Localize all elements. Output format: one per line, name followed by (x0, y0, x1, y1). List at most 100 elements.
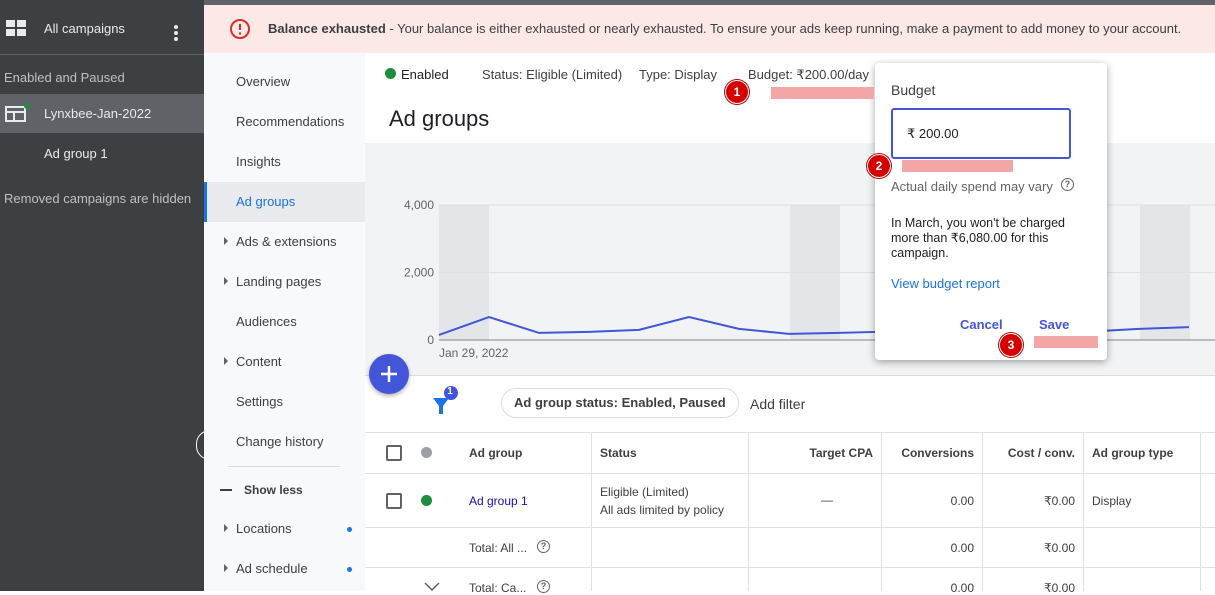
col-divider (1083, 432, 1084, 591)
status-detail: All ads limited by policy (600, 503, 725, 517)
dot (347, 567, 352, 572)
y-tick-label: 0 (427, 333, 434, 347)
highlight (771, 87, 874, 99)
nav-item[interactable]: Landing pages (236, 274, 322, 289)
nav-menu: Overview Recommendations Insights Ad gro… (204, 53, 365, 591)
column-header[interactable]: Conversions (901, 446, 974, 460)
nav-item[interactable]: Settings (236, 394, 283, 409)
step-marker: 1 (725, 80, 749, 104)
alert-text: - Your balance is either exhausted or ne… (389, 21, 1182, 36)
campaigns-icon (6, 20, 26, 36)
nav-item[interactable]: Overview (236, 74, 291, 89)
save-button[interactable]: Save (1039, 317, 1070, 332)
status: Eligible (Limited) (600, 485, 689, 499)
top-strip (204, 0, 1215, 5)
col-divider (982, 432, 983, 591)
budget-note: In March, you won't be charged more than… (891, 216, 1066, 260)
expand-chevron[interactable] (423, 580, 441, 591)
ad-group-type: Display (1092, 494, 1132, 508)
popup-title: Budget (891, 82, 936, 98)
highlight (902, 160, 1013, 172)
add-filter[interactable]: Add filter (750, 396, 806, 412)
nav-item[interactable]: Ad groups (236, 194, 296, 209)
column-header[interactable]: Status (600, 446, 637, 460)
alert-icon (230, 19, 250, 39)
cancel-button[interactable]: Cancel (960, 317, 1003, 332)
conversions: 0.00 (950, 494, 974, 508)
add-button[interactable] (369, 354, 409, 394)
filter-chip[interactable]: Ad group status: Enabled, Paused (501, 388, 739, 418)
divider (228, 466, 340, 467)
nav-item[interactable]: Audiences (236, 314, 297, 329)
target-cpa: — (821, 493, 833, 507)
row-divider (365, 527, 1215, 528)
budget-hint: Actual daily spend may vary (891, 179, 1053, 194)
nav-item[interactable]: Locations (236, 521, 292, 536)
x-tick-label: Jan 29, 2022 (439, 346, 509, 360)
select-all[interactable] (386, 445, 402, 461)
budget-report-link[interactable]: View budget report (891, 276, 1000, 291)
sidebar-title[interactable]: All campaigns (44, 21, 125, 36)
column-header[interactable]: Cost / conv. (1007, 446, 1075, 460)
divider (0, 54, 204, 55)
dot (347, 527, 352, 532)
page-title: Ad groups (389, 106, 490, 131)
total-label: Total: All ... (469, 541, 528, 555)
ad-group-name[interactable]: Ad group 1 (469, 494, 528, 508)
cost-per-conversion: ₹0.00 (1044, 494, 1075, 508)
selected-campaign[interactable] (0, 94, 204, 133)
expand-arrow (224, 357, 228, 365)
filter-bar: 1 Ad group status: Enabled, Paused Add f… (365, 375, 1215, 433)
col-divider (1200, 432, 1201, 591)
nav-item[interactable]: Content (236, 354, 282, 369)
nav-item[interactable]: Change history (236, 434, 324, 449)
minus-icon (220, 489, 232, 491)
column-header[interactable]: Ad group type (1092, 446, 1174, 460)
y-tick-label: 4,000 (404, 198, 434, 212)
more-menu[interactable] (172, 24, 180, 42)
ad-group-link[interactable]: Ad group 1 (44, 146, 108, 161)
help-icon[interactable]: ? (537, 580, 550, 593)
expand-arrow (224, 564, 228, 572)
expand-arrow (224, 277, 228, 285)
conversions: 0.00 (950, 541, 974, 555)
row-divider (365, 432, 1215, 433)
column-header[interactable]: Ad group (469, 446, 523, 460)
budget-value: ₹ 200.00 (907, 126, 959, 141)
nav-item[interactable]: Insights (236, 154, 281, 169)
help-icon[interactable]: ? (1061, 178, 1074, 191)
column-header[interactable]: Target CPA (809, 446, 873, 460)
nav-item[interactable]: Ads & extensions (236, 234, 337, 249)
ad-groups-table: Ad group Status Target CPA Conversions C… (365, 432, 1215, 595)
row-checkbox[interactable] (386, 493, 402, 509)
row-divider (365, 567, 1215, 568)
campaign-state[interactable]: Enabled (401, 67, 449, 82)
col-divider (591, 432, 592, 591)
nav-selected (204, 182, 365, 222)
total-label: Total: Ca... (469, 581, 527, 595)
show-less[interactable]: Show less (244, 483, 303, 497)
step-marker: 2 (867, 154, 891, 178)
campaign-type: Type: Display (639, 67, 718, 82)
nav-item[interactable]: Ad schedule (236, 561, 308, 576)
campaign-name[interactable]: Lynxbee-Jan-2022 (44, 106, 152, 121)
budget-popup: Budget ₹ 200.00 Actual daily spend may v… (875, 63, 1107, 360)
conversions: 0.00 (950, 581, 974, 595)
y-tick-label: 2,000 (404, 266, 434, 280)
expand-arrow (224, 237, 228, 245)
alert-banner: Balance exhausted - Your balance is eith… (204, 5, 1215, 53)
status-header-dot (421, 447, 432, 458)
budget-input[interactable]: ₹ 200.00 (891, 108, 1071, 159)
expand-arrow (224, 524, 228, 532)
help-icon[interactable]: ? (537, 540, 550, 553)
alert-title: Balance exhausted (268, 21, 386, 36)
campaign-icon (5, 103, 29, 122)
nav-item[interactable]: Recommendations (236, 114, 345, 129)
filter-count: 1 (447, 386, 453, 397)
sidebar: All campaigns Enabled and Paused Lynxbee… (0, 0, 204, 591)
campaign-budget[interactable]: Budget: ₹200.00/day (748, 67, 870, 82)
cost-per-conversion: ₹0.00 (1044, 541, 1075, 555)
status-dot (385, 68, 396, 79)
filter-icon[interactable] (431, 384, 461, 416)
